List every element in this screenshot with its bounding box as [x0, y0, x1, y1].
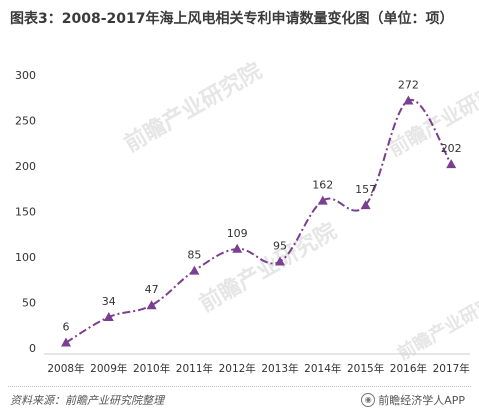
x-tick-label: 2015年	[347, 362, 384, 375]
data-point-marker	[275, 256, 285, 266]
data-point-marker	[446, 159, 457, 169]
source-note: 资料来源：前瞻产业研究院整理	[10, 394, 164, 407]
x-tick-label: 2008年	[47, 362, 84, 375]
data-point-marker	[189, 265, 200, 275]
y-axis: 0 50 100 150 200 250 300	[15, 69, 36, 355]
x-tick-label: 2014年	[304, 362, 341, 375]
brand-label: 前瞻经济学人APP	[378, 394, 465, 407]
y-tick-label: 50	[22, 297, 36, 310]
data-point-marker	[403, 95, 414, 105]
x-tick-label: 2017年	[433, 362, 470, 375]
x-tick-label: 2010年	[133, 362, 170, 375]
data-point-marker	[232, 243, 243, 253]
x-tick-label: 2009年	[90, 362, 127, 375]
data-labels: 6 34 47 85 109 95 162 157 272 202	[63, 78, 462, 333]
data-label: 34	[102, 295, 116, 308]
brand: ◉ 前瞻经济学人APP	[361, 392, 465, 408]
data-label: 202	[441, 142, 462, 155]
data-point-marker	[61, 337, 71, 347]
data-label: 109	[227, 227, 248, 240]
y-tick-label: 300	[15, 69, 36, 82]
markers	[61, 95, 457, 347]
data-label: 6	[63, 321, 70, 334]
x-tick-label: 2016年	[390, 362, 427, 375]
data-point-marker	[360, 200, 371, 210]
x-tick-label: 2011年	[176, 362, 213, 375]
x-tick-label: 2012年	[219, 362, 256, 375]
x-axis: 2008年 2009年 2010年 2011年 2012年 2013年 2014年 2015年…	[44, 353, 470, 375]
y-tick-label: 250	[15, 115, 36, 128]
data-label: 47	[145, 283, 159, 296]
data-point-marker	[146, 300, 157, 310]
data-label: 272	[398, 78, 419, 91]
brand-icon: ◉	[361, 393, 376, 407]
y-tick-label: 150	[15, 206, 36, 219]
data-point-marker	[317, 195, 328, 205]
chart-title: 图表3：2008-2017年海上风电相关专利申请数量变化图（单位：项）	[10, 11, 454, 27]
data-label: 157	[355, 183, 376, 196]
data-point-marker	[103, 312, 114, 322]
y-tick-label: 200	[15, 160, 36, 173]
data-label: 85	[187, 249, 201, 262]
x-tick-label: 2013年	[261, 362, 298, 375]
series-line	[65, 99, 453, 344]
data-label: 162	[312, 179, 333, 192]
y-tick-label: 0	[29, 342, 36, 355]
footer-divider	[8, 386, 471, 387]
y-tick-label: 100	[15, 251, 36, 264]
data-label: 95	[273, 240, 287, 253]
